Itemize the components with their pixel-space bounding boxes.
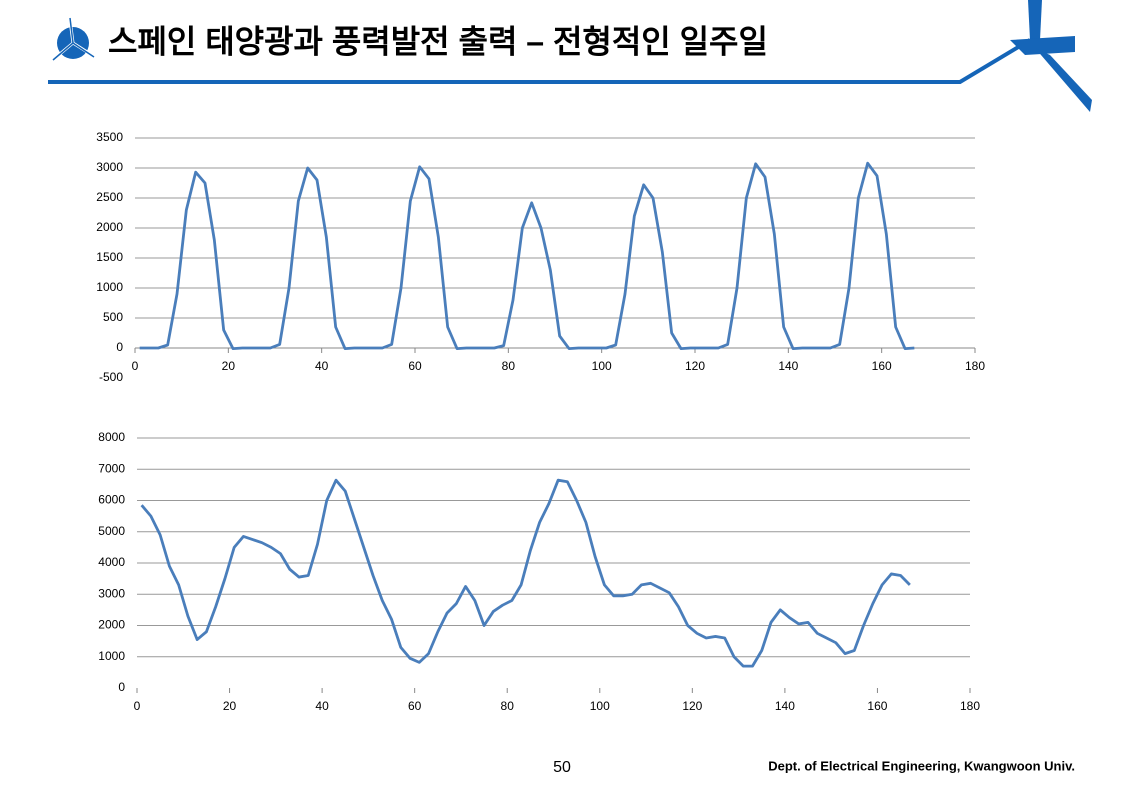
x-tick-label: 120 <box>682 699 702 713</box>
y-tick-label: 2500 <box>96 190 123 204</box>
x-tick-label: 180 <box>965 359 985 373</box>
y-tick-label: 1500 <box>96 250 123 264</box>
y-tick-label: 500 <box>103 310 123 324</box>
page-number: 50 <box>553 759 571 776</box>
y-tick-label: 4000 <box>98 555 125 569</box>
line-series <box>140 478 911 668</box>
x-tick-label: 100 <box>592 359 612 373</box>
x-tick-label: 80 <box>502 359 516 373</box>
x-tick-label: 160 <box>867 699 887 713</box>
x-tick-label: 120 <box>685 359 705 373</box>
line-series <box>139 161 915 350</box>
y-tick-label: 0 <box>116 340 123 354</box>
x-tick-label: 160 <box>872 359 892 373</box>
x-tick-label: 20 <box>222 359 236 373</box>
y-tick-label: 3000 <box>96 160 123 174</box>
y-tick-label: 1000 <box>96 280 123 294</box>
header-icon <box>52 17 95 61</box>
x-tick-label: 40 <box>315 359 329 373</box>
x-tick-label: 140 <box>778 359 798 373</box>
x-tick-label: 20 <box>223 699 237 713</box>
footer-affiliation: Dept. of Electrical Engineering, Kwangwo… <box>768 758 1075 773</box>
turbine-graphic <box>1010 0 1092 112</box>
x-tick-label: 0 <box>132 359 139 373</box>
y-tick-label: 0 <box>118 680 125 694</box>
y-tick-label: 2000 <box>98 618 125 632</box>
slide-title: 스페인 태양광과 풍력발전 출력 – 전형적인 일주일 <box>108 23 768 59</box>
x-tick-label: 60 <box>408 359 422 373</box>
x-tick-label: 0 <box>134 699 141 713</box>
y-tick-label: 2000 <box>96 220 123 234</box>
x-tick-label: 40 <box>315 699 329 713</box>
y-tick-label: 6000 <box>98 493 125 507</box>
header-rule <box>48 38 1032 84</box>
y-tick-label: 3500 <box>96 130 123 144</box>
y-tick-label: 8000 <box>98 430 125 444</box>
x-tick-label: 180 <box>960 699 980 713</box>
y-tick-label: 5000 <box>98 524 125 538</box>
x-tick-label: 80 <box>501 699 515 713</box>
y-tick-label: 3000 <box>98 586 125 600</box>
x-tick-label: 100 <box>590 699 610 713</box>
y-tick-label: 1000 <box>98 649 125 663</box>
y-tick-label: -500 <box>99 370 123 384</box>
x-tick-label: 140 <box>775 699 795 713</box>
x-tick-label: 60 <box>408 699 422 713</box>
y-tick-label: 7000 <box>98 461 125 475</box>
